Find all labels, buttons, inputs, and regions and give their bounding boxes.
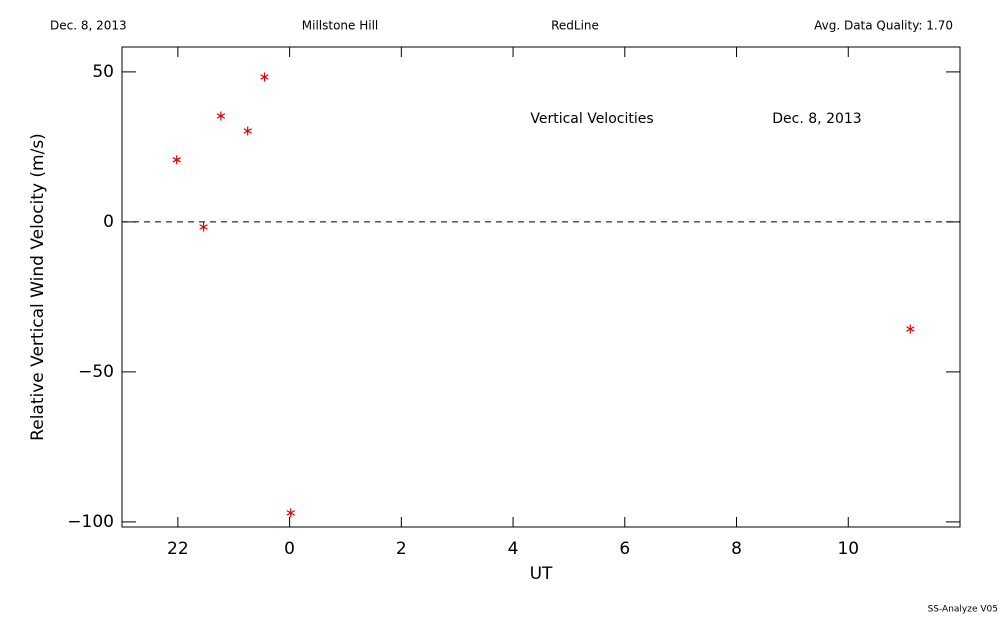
header-instrument: RedLine (551, 19, 599, 33)
x-tick-label: 2 (396, 539, 407, 559)
point-stroke (172, 157, 181, 163)
x-tick-label: 6 (619, 539, 630, 559)
point (243, 126, 252, 136)
point-stroke (243, 128, 252, 134)
point (906, 324, 915, 334)
plot-frame (121, 46, 961, 528)
point (286, 508, 295, 518)
header-quality: Avg. Data Quality: 1.70 (814, 19, 953, 33)
x-tick-label: 4 (508, 539, 519, 559)
point-stroke (260, 74, 269, 80)
x-axis-label: UT (530, 564, 553, 584)
y-tick-label: 0 (103, 212, 114, 232)
header-date: Dec. 8, 2013 (50, 19, 127, 33)
point-stroke (906, 326, 915, 332)
point (216, 111, 226, 121)
header-site: Millstone Hill (302, 19, 378, 33)
x-tick-label: 8 (731, 539, 742, 559)
y-tick-label: −100 (67, 512, 114, 532)
y-tick-label: −50 (78, 362, 114, 382)
point-stroke (286, 510, 295, 516)
point-stroke (216, 113, 226, 119)
point (199, 222, 208, 232)
annotation: Vertical Velocities (530, 111, 653, 127)
y-axis-label: Relative Vertical Wind Velocity (m/s) (28, 133, 48, 441)
x-tick-label: 0 (284, 539, 295, 559)
x-tick-label: 10 (837, 539, 859, 559)
footer: SS-Analyze V05 (928, 605, 998, 615)
y-tick-label: 50 (92, 62, 114, 82)
point (260, 72, 269, 82)
point (172, 155, 181, 165)
x-tick-label: 22 (167, 539, 189, 559)
annotation: Dec. 8, 2013 (772, 111, 861, 127)
point-stroke (199, 224, 208, 230)
